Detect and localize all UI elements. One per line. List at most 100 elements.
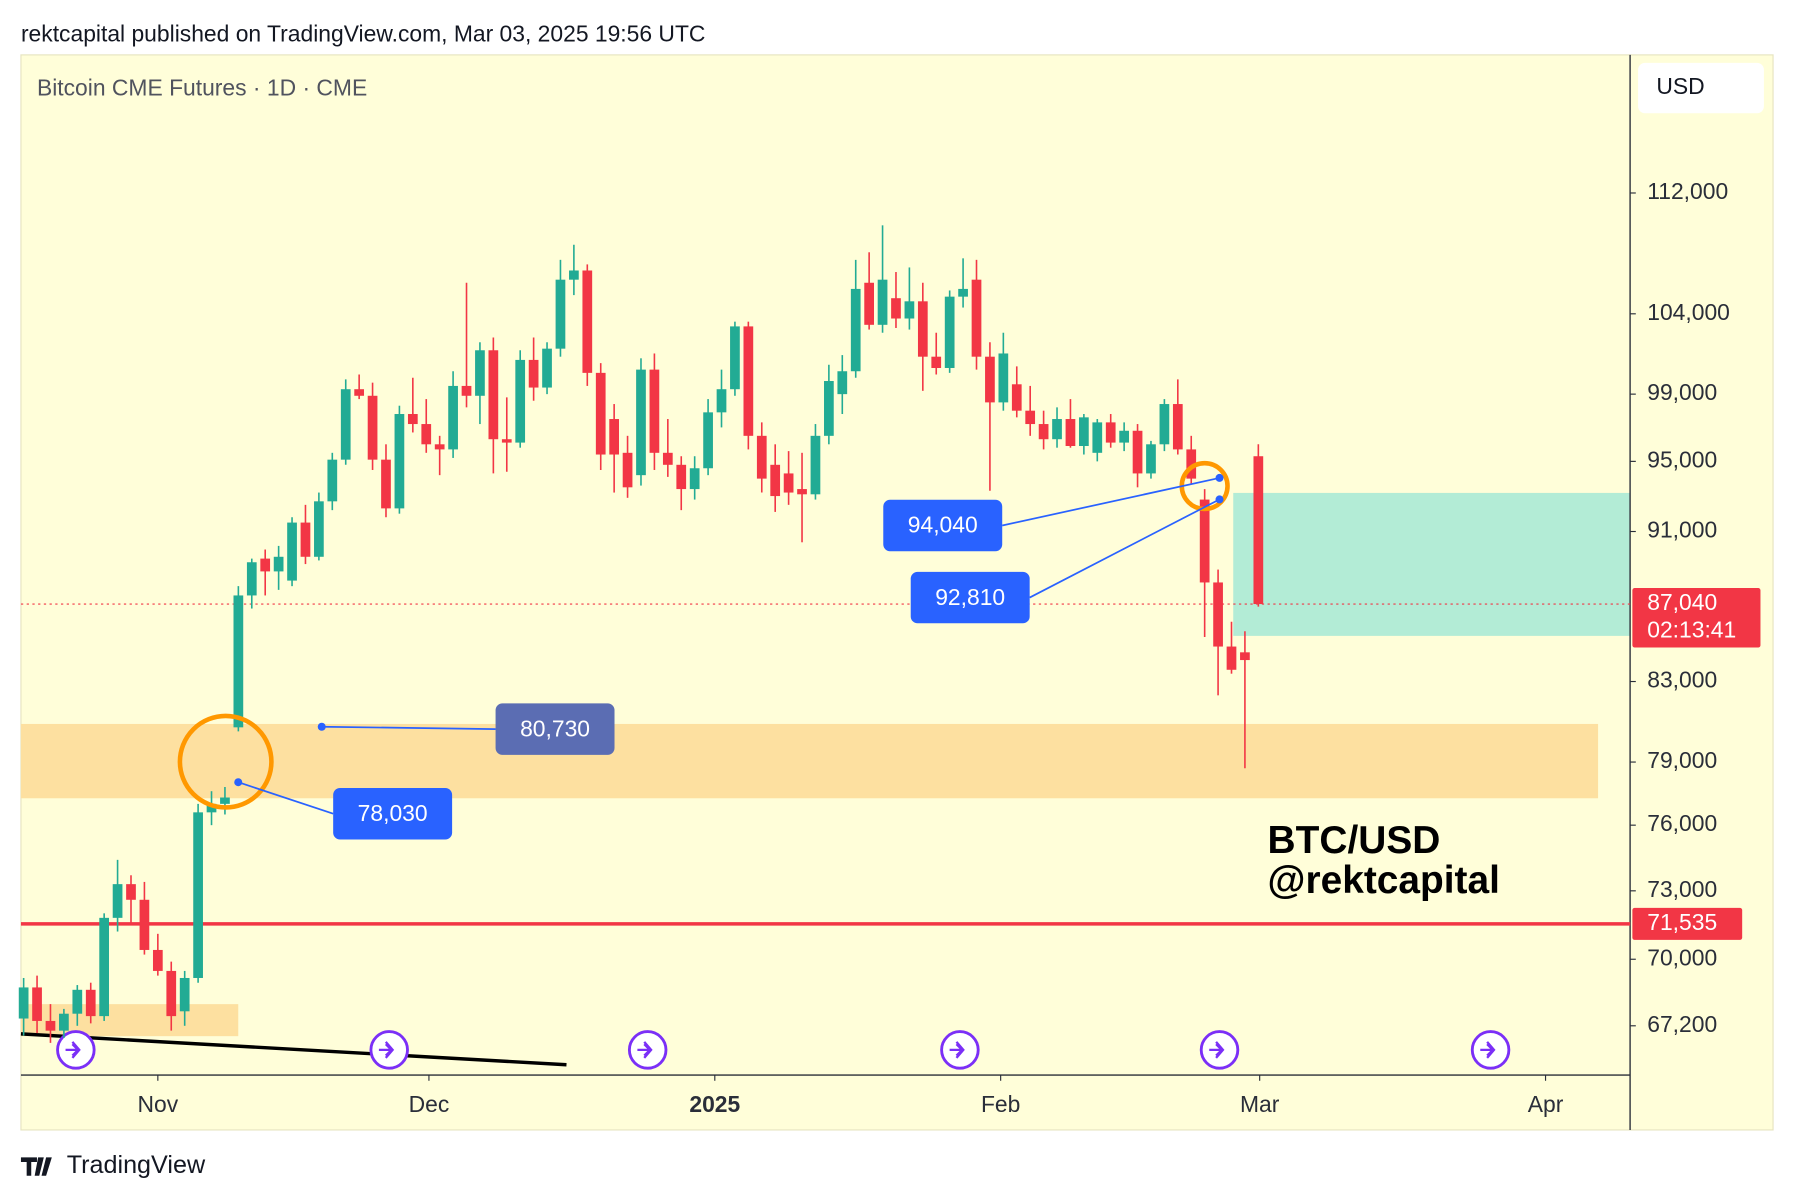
logo [20, 1157, 52, 1176]
candle-body [367, 395, 378, 460]
event-icons [56, 1030, 1511, 1070]
candle-body [770, 464, 781, 497]
candle-body [569, 270, 579, 280]
candle-body [985, 356, 995, 403]
candle-body [1226, 646, 1237, 670]
candle-body [246, 562, 257, 596]
candle-body [381, 459, 391, 509]
candle-body [824, 381, 834, 436]
currency-box [1638, 62, 1764, 114]
candle-body [327, 459, 338, 502]
annotation-point [1215, 473, 1224, 482]
x-tick-label: Mar [1240, 1091, 1280, 1117]
event-icon-arrow [949, 1041, 965, 1059]
watermark-line: BTC/USD [1268, 819, 1441, 862]
candle-body [891, 298, 901, 319]
annotation-box [883, 499, 1003, 552]
candle-body [864, 282, 874, 325]
candle-body [18, 987, 29, 1019]
candle-body [193, 812, 203, 978]
watermark-line: @rektcapital [1268, 859, 1500, 902]
plot: 94,040 92,810 80,730 78,030 [18, 225, 1631, 1043]
x-tick-label: Nov [138, 1091, 179, 1117]
candle-body [340, 389, 351, 460]
candle-body [1213, 582, 1223, 647]
candle-body [1011, 384, 1022, 411]
annotation-connector [321, 725, 496, 730]
chart-title: Bitcoin CME Futures · 1D · CME [37, 74, 367, 100]
candle-body [877, 279, 888, 325]
candle-body [126, 884, 136, 900]
candle-body [609, 419, 620, 455]
event-icon-arrow [378, 1041, 395, 1059]
candle-body [1052, 419, 1062, 440]
candle-body [917, 301, 928, 357]
demand-zone [20, 723, 1599, 799]
candle-body [273, 556, 284, 572]
event-icon-arrow [1480, 1041, 1496, 1059]
candle-body [676, 464, 687, 490]
event-icon-arrow [637, 1041, 653, 1059]
candle-body [555, 279, 566, 349]
y-tick-label: 104,000 [1647, 299, 1730, 325]
candle-body [743, 326, 754, 436]
candle-body [1132, 430, 1143, 474]
candle-body [72, 989, 83, 1014]
candle-body [45, 1020, 56, 1031]
annotation-point [1215, 495, 1224, 504]
candle-body [1172, 404, 1183, 450]
candle-body [99, 917, 110, 1017]
last-price-label: 87,040 [1647, 589, 1717, 615]
candle-body [139, 899, 150, 950]
candle-body [931, 356, 942, 368]
countdown-label: 02:13:41 [1647, 617, 1736, 643]
candle-body [287, 522, 297, 581]
candle-body [971, 279, 982, 357]
demand-zone-small [20, 1004, 239, 1037]
y-tick-label: 76,000 [1647, 810, 1717, 836]
candle-body [434, 444, 445, 450]
level-price-label: 71,535 [1647, 909, 1717, 935]
candle-body [1092, 422, 1103, 453]
candle-body [220, 797, 230, 804]
candle-body [85, 989, 96, 1017]
candle-body [300, 522, 311, 557]
annotation-point [317, 722, 326, 731]
annotation-point [234, 778, 243, 787]
y-tick-label: 79,000 [1647, 747, 1717, 773]
candle-body [958, 288, 968, 297]
candle-body [448, 385, 458, 450]
candle-body [1025, 410, 1036, 425]
y-tick-label: 73,000 [1647, 876, 1717, 902]
annotation-connector [1029, 498, 1220, 599]
candle-body [998, 353, 1009, 403]
candle-body [636, 369, 646, 476]
y-tick-label: 91,000 [1647, 517, 1717, 543]
candle-body [233, 595, 244, 728]
candle-body [461, 385, 472, 396]
candle-body [501, 439, 512, 443]
candle-body [488, 350, 499, 440]
annotation-label: 92,810 [935, 584, 1005, 610]
annotation-label: 94,040 [908, 512, 978, 538]
candle-body [394, 414, 405, 509]
target-zone [1233, 492, 1631, 636]
candle-body [703, 412, 713, 469]
candle-body [1038, 424, 1049, 440]
candle-body [112, 884, 123, 918]
candle-body [1065, 419, 1076, 447]
currency: USD [1656, 73, 1704, 99]
candle-body [1105, 422, 1116, 443]
candle-body [1079, 417, 1089, 447]
annotation-box [910, 571, 1030, 624]
event-icon-arrow [1209, 1041, 1225, 1059]
candle-body [716, 389, 727, 413]
annotation-connector [1002, 477, 1220, 527]
candle-body [1159, 404, 1170, 445]
header: rektcapital published on TradingView.com… [21, 21, 705, 47]
candle-body [59, 1013, 69, 1031]
x-tick-label: 2025 [689, 1091, 740, 1117]
candle-body [407, 414, 418, 425]
